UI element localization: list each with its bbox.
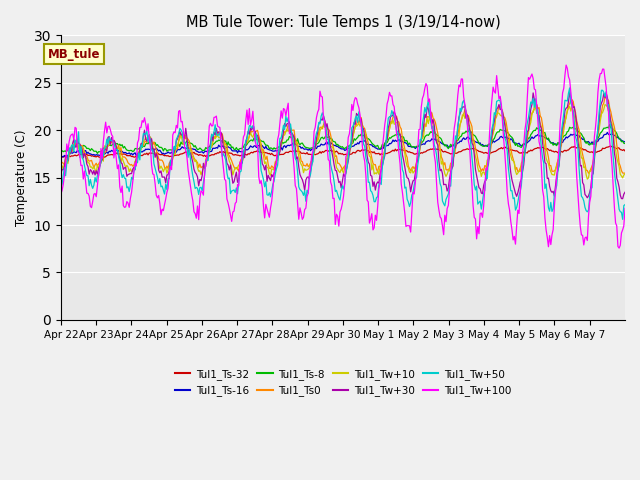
Legend: Tul1_Ts-32, Tul1_Ts-16, Tul1_Ts-8, Tul1_Ts0, Tul1_Tw+10, Tul1_Tw+30, Tul1_Tw+50,: Tul1_Ts-32, Tul1_Ts-16, Tul1_Ts-8, Tul1_… — [171, 365, 515, 400]
Text: MB_tule: MB_tule — [48, 48, 100, 60]
Y-axis label: Temperature (C): Temperature (C) — [15, 130, 28, 226]
Title: MB Tule Tower: Tule Temps 1 (3/19/14-now): MB Tule Tower: Tule Temps 1 (3/19/14-now… — [186, 15, 500, 30]
